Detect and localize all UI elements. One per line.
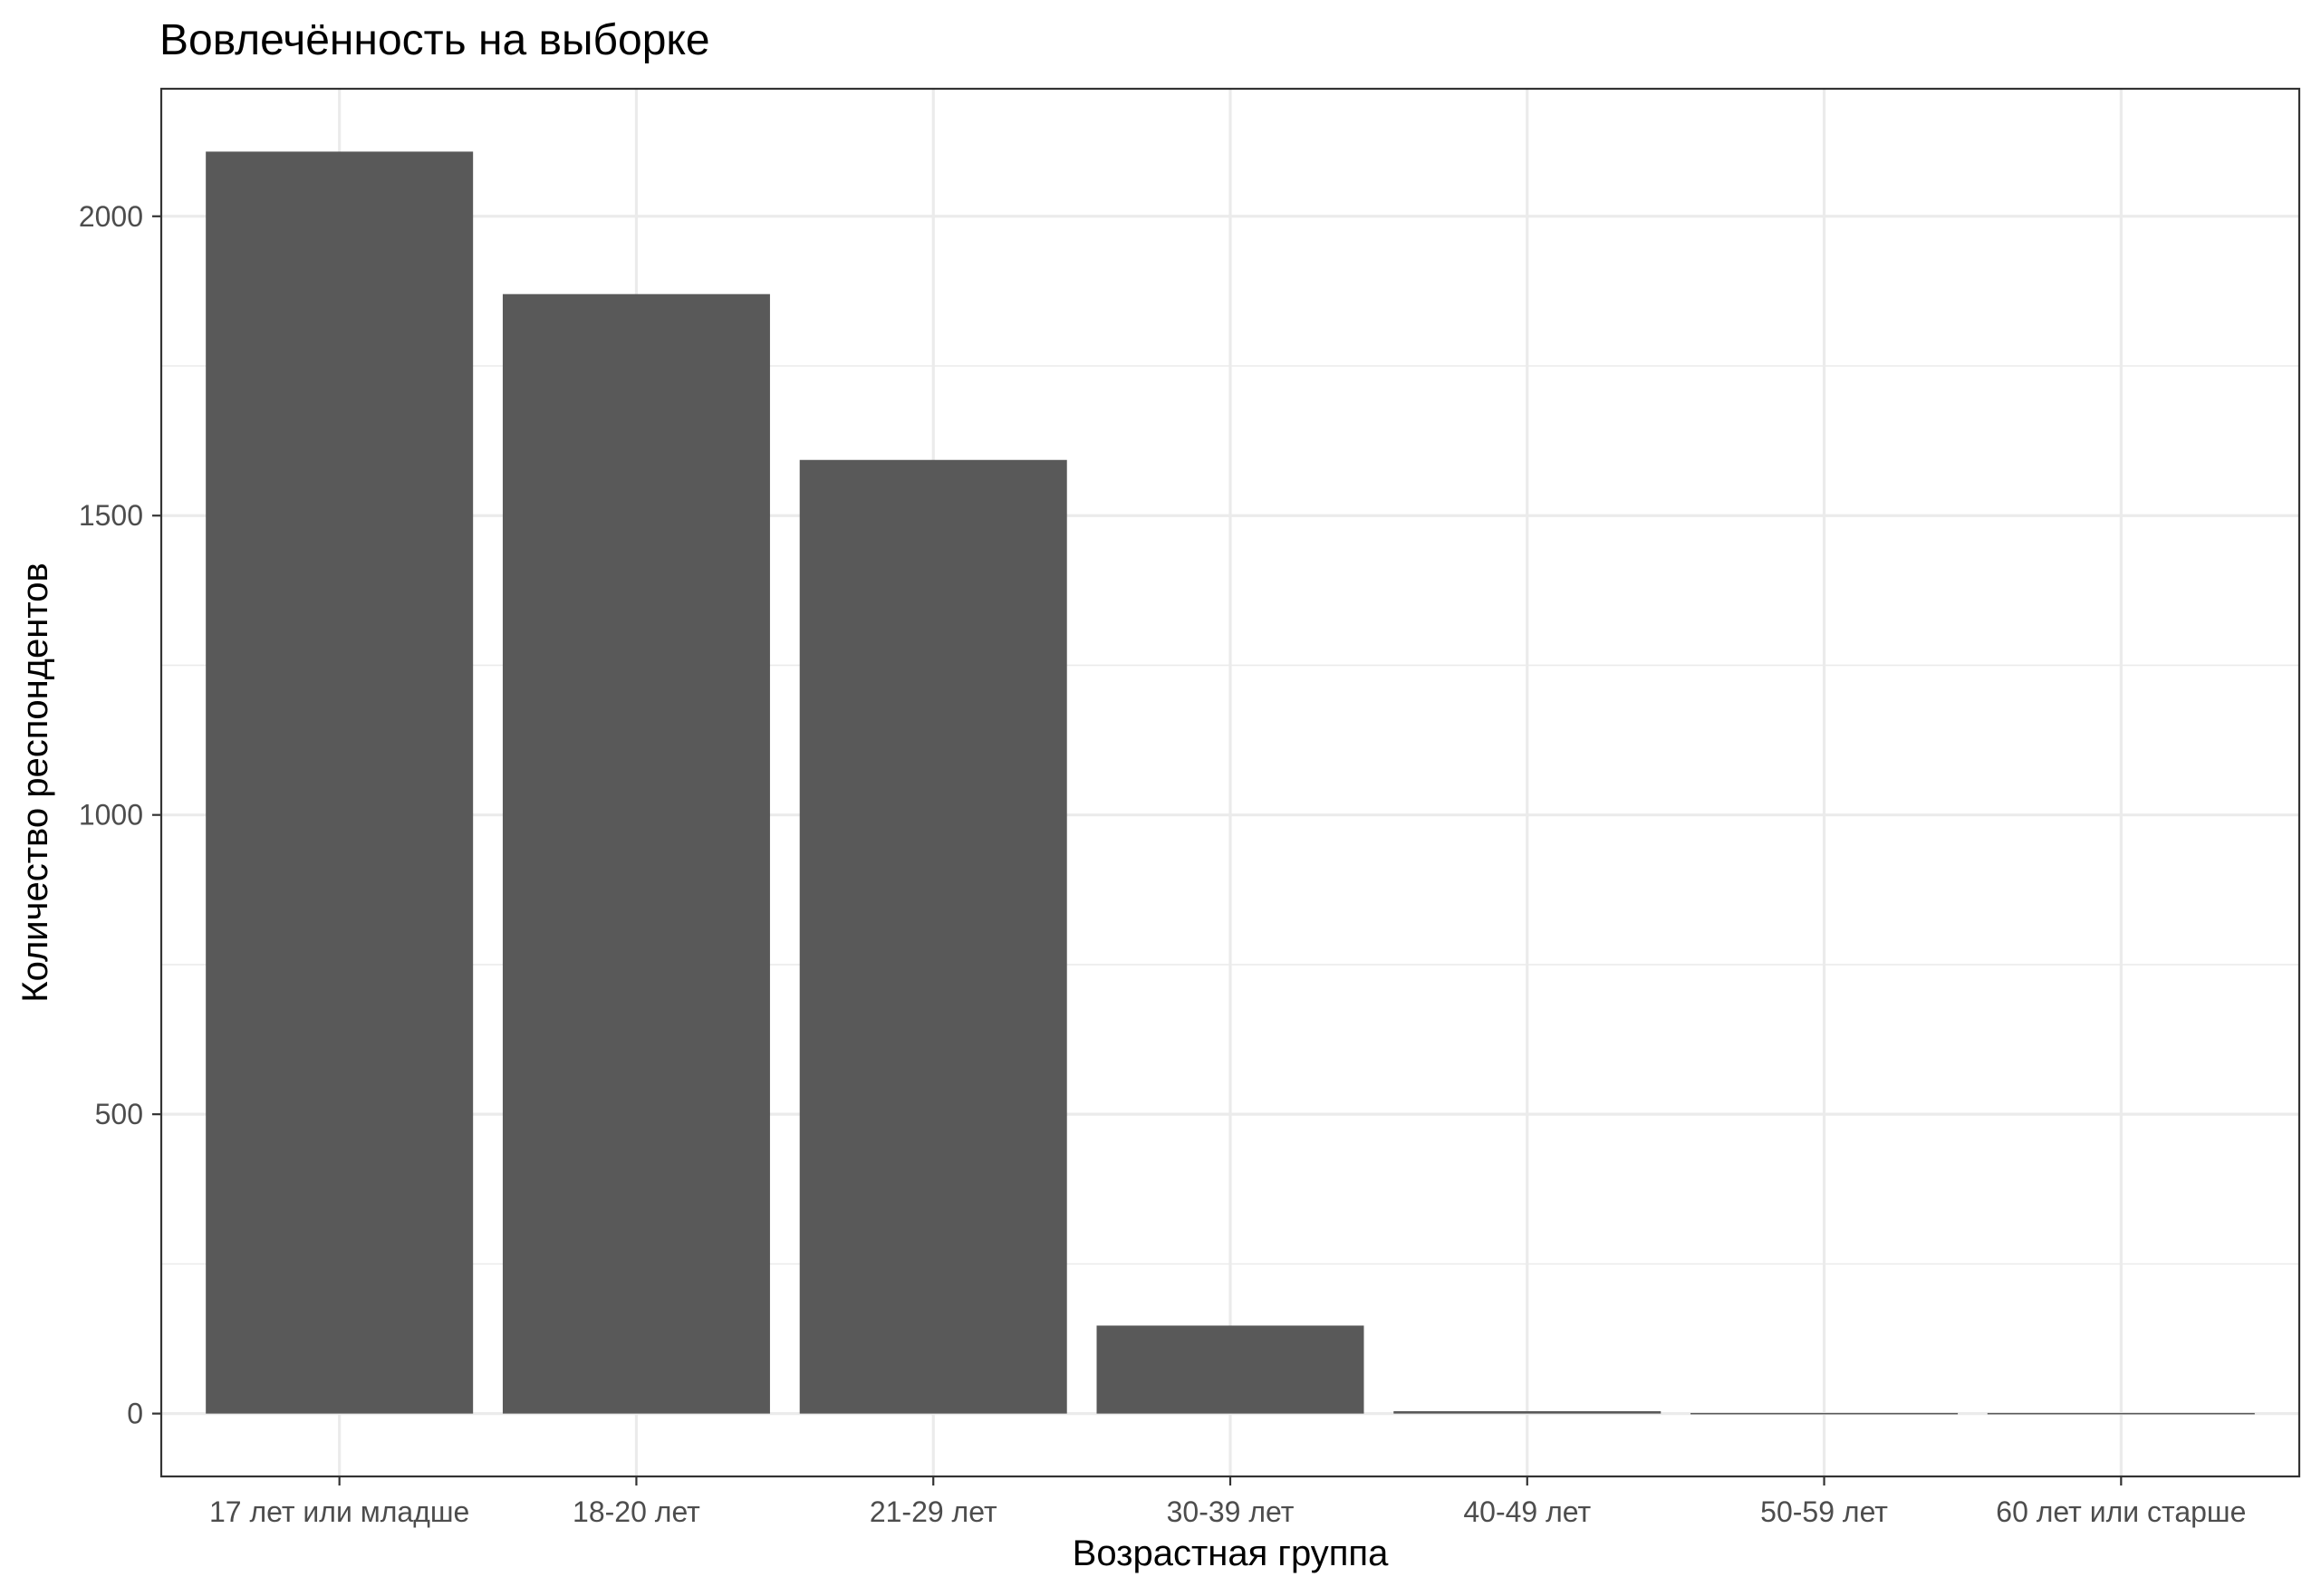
y-tick-label: 0 [127, 1398, 143, 1430]
bar [206, 151, 474, 1414]
bar [1393, 1410, 1661, 1414]
y-tick-label: 500 [95, 1098, 143, 1130]
bar [1987, 1412, 2255, 1415]
x-tick-label: 30-39 лет [1167, 1495, 1295, 1528]
chart-title: Вовлечённость на выборке [159, 16, 710, 64]
y-tick-label: 2000 [79, 200, 143, 233]
x-tick-label: 17 лет или младше [209, 1495, 469, 1528]
x-axis: 17 лет или младше 18-20 лет 21-29 лет 30-39… [209, 1476, 2246, 1528]
y-tick-label: 1500 [79, 499, 143, 532]
x-tick-label: 60 лет или старше [1996, 1495, 2246, 1528]
bar [1690, 1412, 1959, 1415]
bar [799, 459, 1067, 1414]
x-axis-title: Возрастная группа [1073, 1534, 1389, 1573]
x-tick-label: 40-49 лет [1463, 1495, 1591, 1528]
bar [1096, 1325, 1364, 1414]
x-tick-label: 50-59 лет [1760, 1495, 1888, 1528]
bar [502, 293, 770, 1414]
y-axis-title: Количество респондентов [15, 562, 55, 1002]
x-tick-label: 18-20 лет [573, 1495, 700, 1528]
bars [206, 151, 2255, 1415]
x-tick-label: 21-29 лет [870, 1495, 997, 1528]
y-axis: 0 500 1000 1500 2000 [79, 200, 161, 1430]
y-tick-label: 1000 [79, 799, 143, 832]
